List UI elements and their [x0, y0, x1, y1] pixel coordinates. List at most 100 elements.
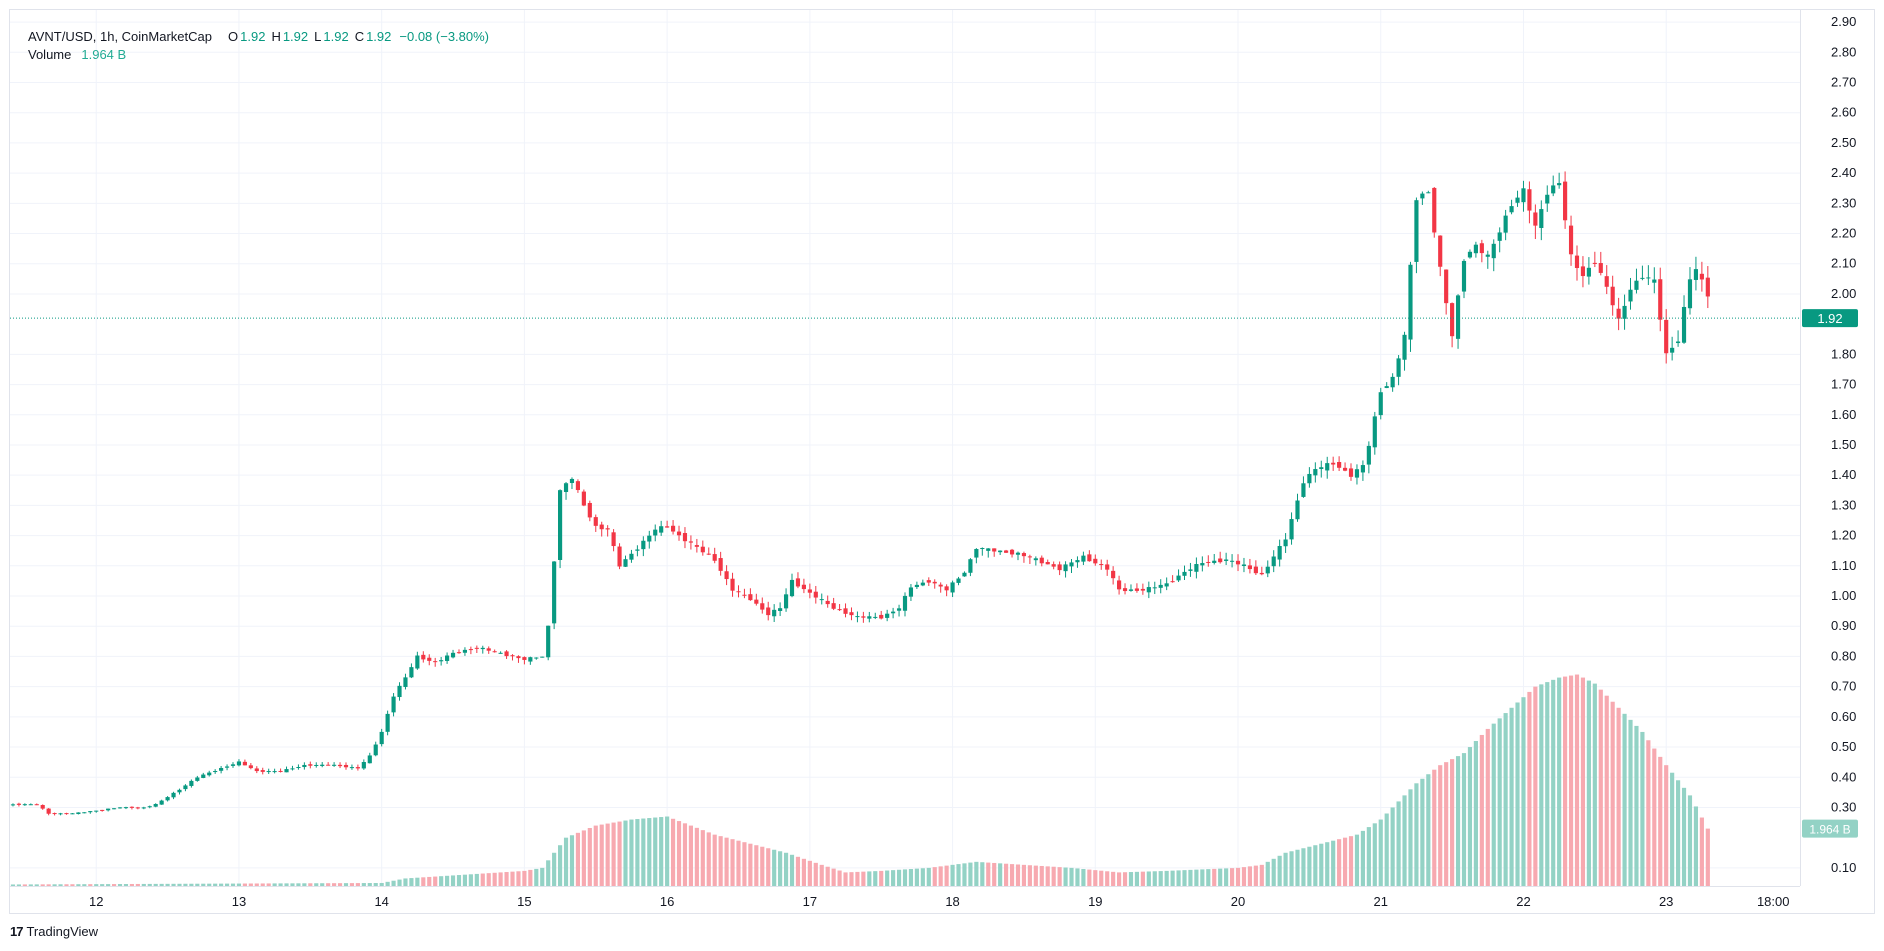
candle-body: [385, 713, 390, 732]
candle-body: [1414, 200, 1419, 262]
volume-bar: [1241, 867, 1247, 886]
candlestick-chart[interactable]: 1.92 1.964 B 2.90 2.80 2.70 2.60 2.50 2.40 2.30…: [10, 10, 1876, 915]
volume-bar: [831, 868, 836, 886]
tradingview-footer[interactable]: 17 TradingView: [10, 924, 98, 939]
candle-body: [123, 807, 129, 809]
candle-body: [40, 805, 45, 809]
candle-body: [1337, 462, 1342, 468]
candle-body: [492, 651, 497, 653]
last-volume-label: 1.964 B: [1809, 823, 1850, 837]
volume-bar: [1586, 680, 1591, 886]
volume-bar: [314, 883, 319, 886]
volume-bar: [1705, 828, 1710, 886]
candle-body: [1057, 564, 1062, 571]
volume-bars: [10, 674, 1710, 886]
open-label: O: [228, 29, 239, 44]
candle-body: [1099, 564, 1104, 566]
volume-bar: [361, 883, 366, 886]
candle-body: [1200, 563, 1205, 566]
candle-body: [106, 808, 111, 811]
candle-body: [260, 770, 265, 772]
candle-body: [1598, 263, 1603, 273]
volume-bar: [1509, 707, 1514, 886]
candle-body: [1247, 565, 1252, 570]
candle-body: [219, 767, 224, 771]
volume-bar: [569, 835, 575, 886]
candle-body: [302, 764, 307, 768]
candle-body: [902, 595, 908, 611]
candle-body: [641, 540, 646, 550]
volume-bar: [58, 884, 63, 886]
candle-body: [22, 804, 27, 806]
price-tick-label: 2.00: [1831, 286, 1856, 301]
time-tick-label: 19: [1088, 894, 1102, 909]
volume-bar: [772, 849, 777, 886]
candle-body: [1164, 583, 1169, 587]
candle-body: [332, 764, 337, 766]
candle-body: [1301, 483, 1306, 497]
volume-bar: [932, 867, 937, 886]
candle-body: [1438, 235, 1443, 267]
candle-body: [938, 584, 943, 587]
close-value: 1.92: [366, 29, 392, 44]
volume-bar: [1152, 871, 1157, 886]
volume-bar: [1200, 869, 1205, 886]
candle-body: [1039, 557, 1044, 564]
candle-body: [558, 490, 563, 560]
volume-bar: [540, 867, 545, 886]
price-tick-label: 2.70: [1831, 74, 1856, 89]
candle-body: [694, 545, 699, 547]
volume-bar: [754, 845, 759, 886]
volume-bar: [962, 863, 967, 886]
candle-body: [445, 655, 450, 661]
volume-bar: [855, 871, 860, 886]
volume-bar: [1295, 849, 1300, 886]
volume-bar: [100, 884, 105, 886]
candle-body: [885, 613, 890, 618]
candle-body: [1533, 212, 1538, 226]
candle-body: [546, 625, 551, 658]
volume-bar: [492, 872, 497, 886]
volume-bar: [605, 823, 610, 886]
candle-body: [510, 655, 515, 657]
volume-bar: [64, 884, 69, 886]
volume-bar: [736, 840, 741, 886]
candle-body: [183, 785, 188, 790]
candle-body: [1117, 580, 1122, 590]
time-tick-label: 14: [374, 894, 388, 909]
candle-body: [1182, 571, 1187, 576]
volume-bar: [986, 862, 991, 886]
candle-body: [1212, 560, 1217, 563]
volume-bar: [1681, 787, 1687, 886]
candle-body: [879, 614, 884, 619]
candle-body: [355, 767, 360, 769]
candle-body: [1485, 254, 1490, 257]
candle-body: [992, 548, 997, 552]
volume-bar: [486, 873, 491, 886]
candle-body: [1313, 469, 1318, 476]
candle-body: [230, 764, 236, 766]
candle-body: [974, 549, 979, 558]
candle-body: [308, 764, 313, 766]
candle-body: [665, 526, 670, 528]
candle-body: [534, 657, 539, 659]
volume-bar: [236, 883, 242, 886]
volume-bar: [70, 884, 75, 886]
candle-body: [201, 774, 206, 778]
candle-body: [1122, 588, 1128, 592]
candle-body: [135, 807, 140, 809]
volume-bar: [1164, 870, 1169, 886]
volume-bar: [718, 836, 723, 886]
candle-body: [653, 529, 658, 536]
candle-body: [1360, 465, 1365, 473]
candle-body: [272, 771, 277, 773]
volume-bar: [861, 871, 866, 886]
candle-body: [1527, 189, 1532, 211]
candle-body: [1539, 209, 1544, 228]
price-tick-label: 1.30: [1831, 497, 1856, 512]
candle-body: [1568, 225, 1574, 255]
candle-body: [367, 755, 372, 764]
candle-body: [742, 594, 747, 596]
volume-bar: [1592, 683, 1597, 886]
volume-bar: [1337, 839, 1342, 886]
